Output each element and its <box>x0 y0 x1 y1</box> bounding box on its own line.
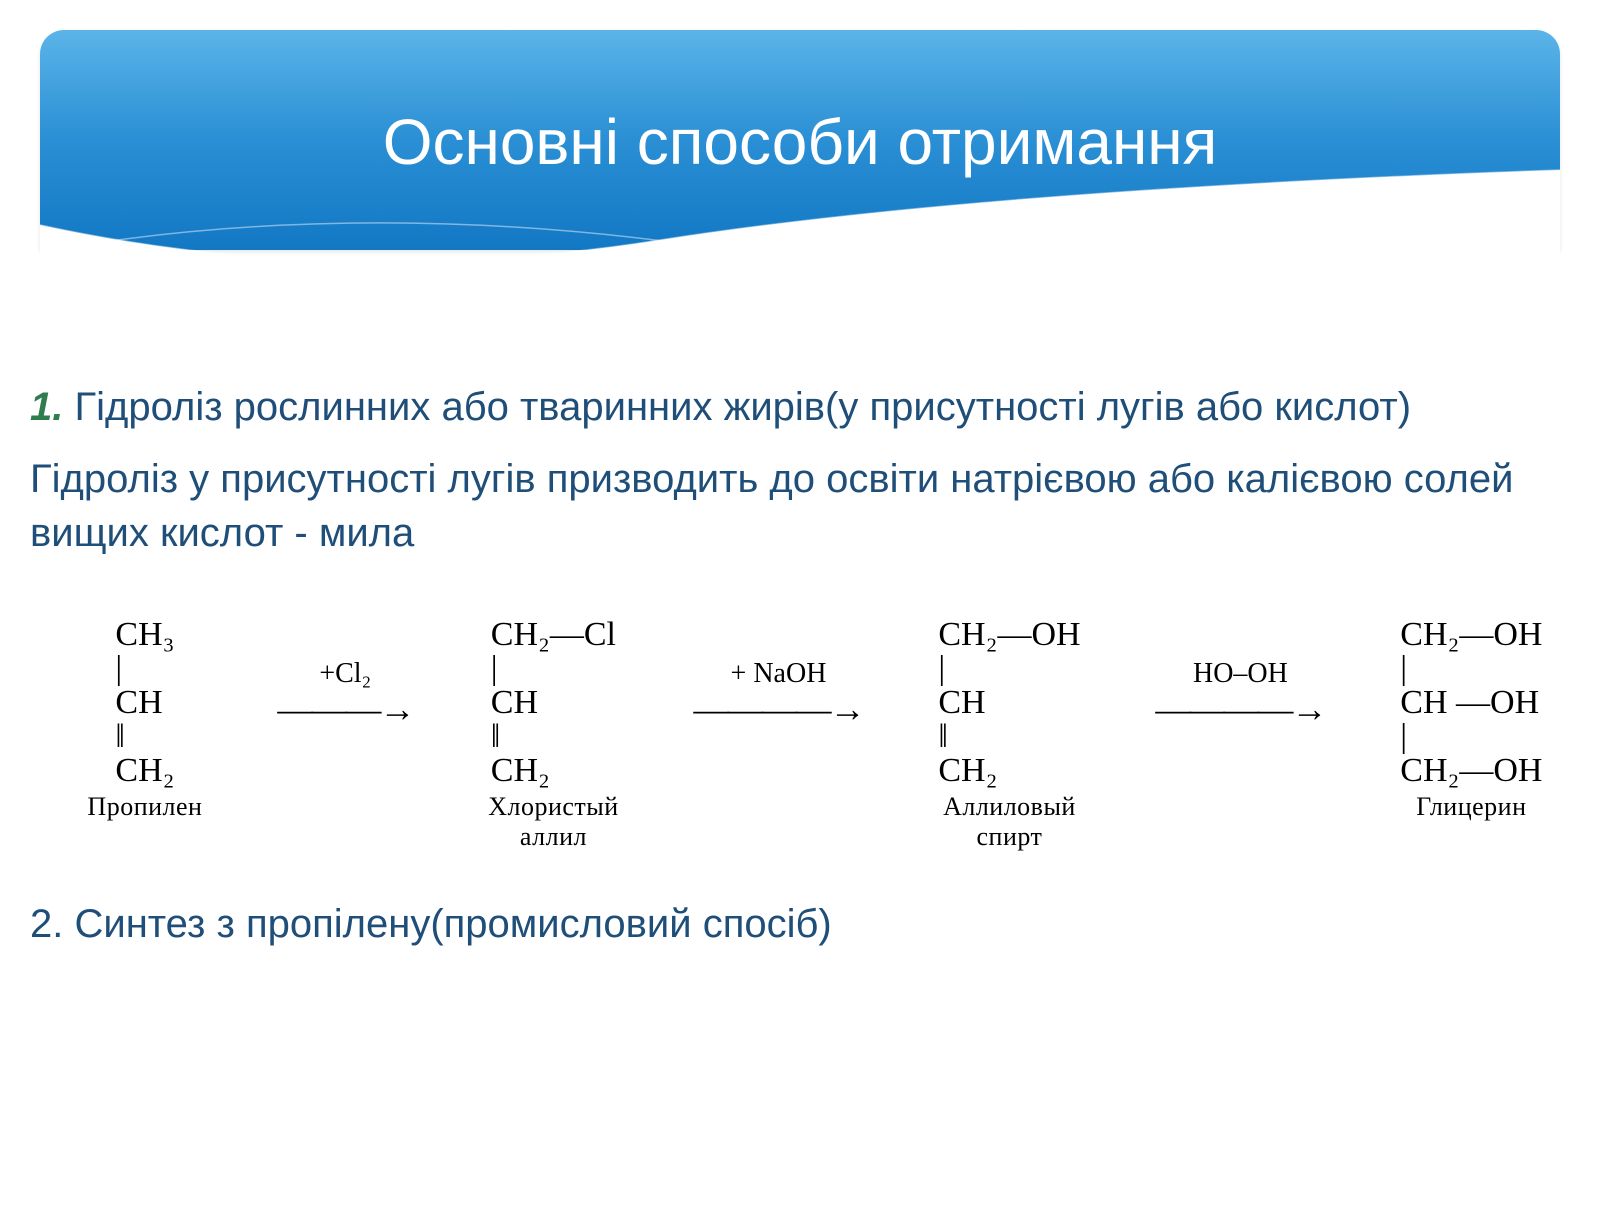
molecule-allyl-chloride: CH₂—Cl | CH ‖ CH₂ Хлористый аллил <box>488 618 618 852</box>
molecule-label: Хлористый аллил <box>488 792 618 852</box>
molecule-glycerin: CH₂—OH | CH —OH | CH₂—OH Глицерин <box>1400 618 1542 822</box>
reaction-arrow-2: + NaOH ————→ <box>694 658 864 730</box>
molecule-label: Аллиловый спирт <box>943 792 1076 852</box>
molecule-structure: CH₂—OH | CH ‖ CH₂ <box>938 618 1080 788</box>
slide-title: Основні способи отримання <box>40 105 1560 179</box>
molecule-structure: CH₂—OH | CH —OH | CH₂—OH <box>1400 618 1542 788</box>
slide-header: Основні способи отримання <box>40 30 1560 340</box>
arrow-reagent: + NaOH <box>731 658 827 690</box>
arrow-reagent: +Cl₂ <box>319 658 371 690</box>
molecule-structure: CH₃ | CH ‖ CH₂ <box>115 618 174 788</box>
paragraph-1-text: Гідроліз рослинних або тваринних жирів(у… <box>63 385 1411 429</box>
wave-decoration <box>40 30 1560 350</box>
content-area: 1. Гідроліз рослинних або тваринних жирі… <box>0 340 1600 560</box>
paragraph-1: 1. Гідроліз рослинних або тваринних жирі… <box>30 380 1570 434</box>
arrow-icon: ———→ <box>277 688 413 730</box>
arrow-icon: ————→ <box>694 688 864 730</box>
molecule-label: Пропилен <box>87 792 202 822</box>
list-number-1: 1. <box>30 385 63 429</box>
molecule-label: Глицерин <box>1416 792 1526 822</box>
molecule-propylene: CH₃ | CH ‖ CH₂ Пропилен <box>87 618 202 822</box>
reaction-diagram: CH₃ | CH ‖ CH₂ Пропилен +Cl₂ ———→ CH₂—Cl… <box>0 578 1600 862</box>
reaction-arrow-1: +Cl₂ ———→ <box>277 658 413 730</box>
molecule-allyl-alcohol: CH₂—OH | CH ‖ CH₂ Аллиловый спирт <box>938 618 1080 852</box>
arrow-icon: ————→ <box>1155 688 1325 730</box>
arrow-reagent: HO–OH <box>1193 658 1288 690</box>
paragraph-3: 2. Синтез з пропілену(промисловий спосіб… <box>0 862 1600 947</box>
paragraph-2: Гідроліз у присутності лугів призводить … <box>30 452 1570 560</box>
reaction-arrow-3: HO–OH ————→ <box>1155 658 1325 730</box>
molecule-structure: CH₂—Cl | CH ‖ CH₂ <box>491 618 616 788</box>
